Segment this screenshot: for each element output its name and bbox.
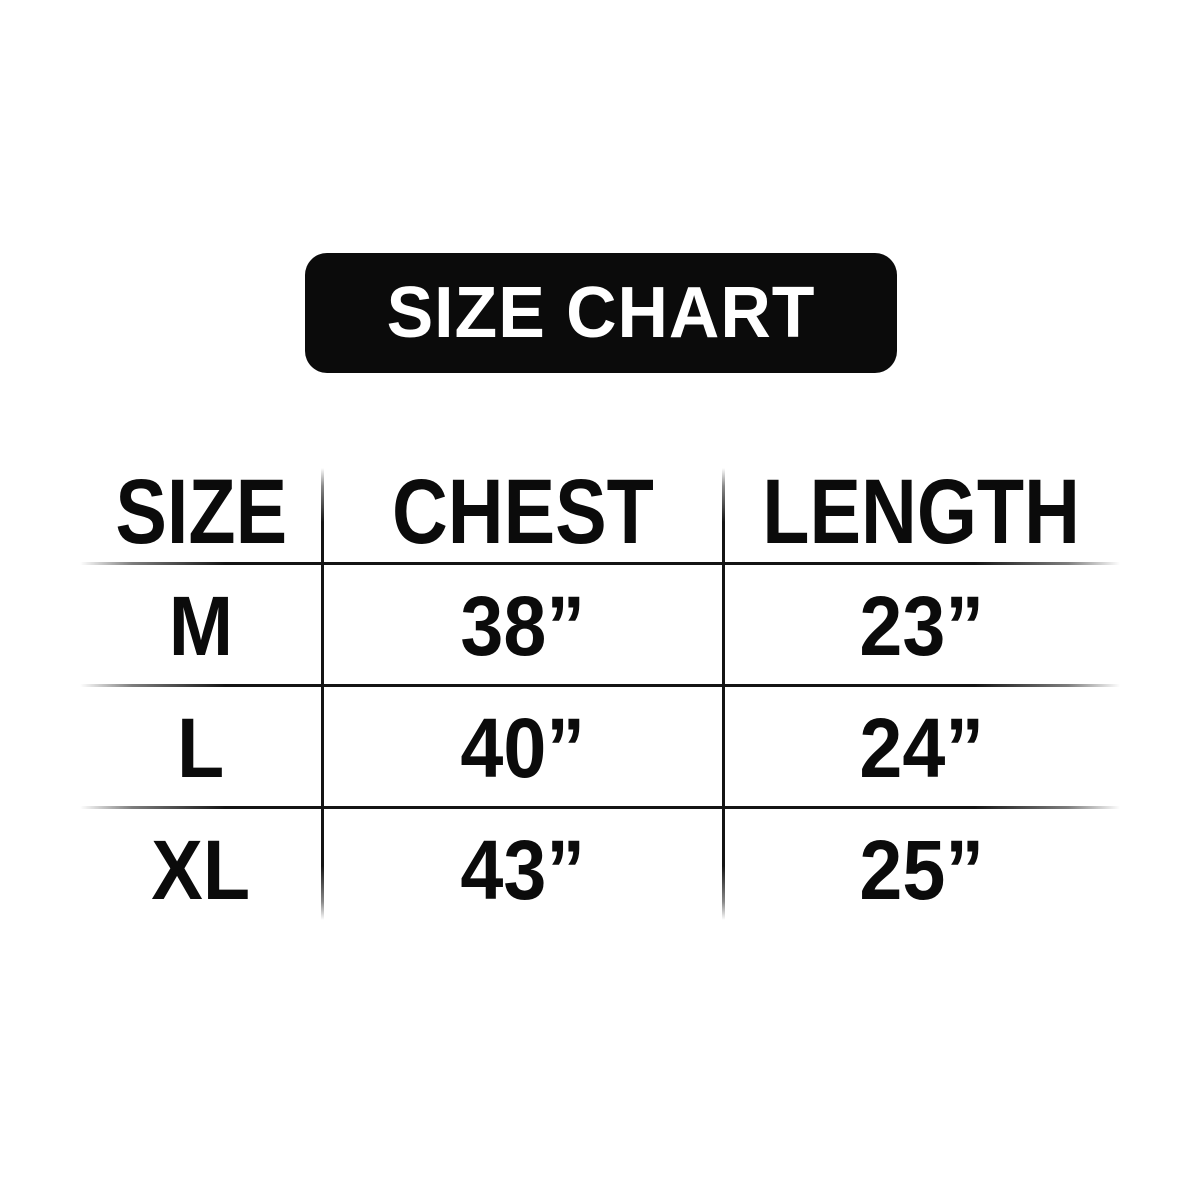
header-cell-chest: CHEST bbox=[322, 460, 723, 563]
row-m-size-cell: M bbox=[80, 563, 322, 685]
header-size-label: SIZE bbox=[115, 460, 287, 563]
size-table: SIZE CHEST LENGTH M 38” 23” L 40” bbox=[80, 460, 1120, 929]
row-xl-length-value: 25” bbox=[859, 823, 984, 917]
column-divider-line-2 bbox=[721, 468, 725, 920]
row-xl-chest-cell: 43” bbox=[322, 807, 723, 929]
row-l-length-value: 24” bbox=[859, 701, 984, 795]
row-l-size-value: L bbox=[177, 701, 225, 795]
row-l-length-cell: 24” bbox=[723, 685, 1120, 807]
row-xl-size-value: XL bbox=[151, 823, 251, 917]
row-l-size-cell: L bbox=[80, 685, 322, 807]
size-chart-title-label: SIZE CHART bbox=[386, 273, 816, 353]
row-xl-length-cell: 25” bbox=[723, 807, 1120, 929]
column-divider-line-1 bbox=[320, 468, 324, 920]
row-l-chest-cell: 40” bbox=[322, 685, 723, 807]
row-m-length-value: 23” bbox=[859, 579, 984, 673]
size-table-grid: SIZE CHEST LENGTH M 38” 23” L 40” bbox=[80, 460, 1120, 929]
row-m-length-cell: 23” bbox=[723, 563, 1120, 685]
header-chest-label: CHEST bbox=[391, 460, 654, 563]
header-cell-length: LENGTH bbox=[723, 460, 1120, 563]
row-l-chest-value: 40” bbox=[460, 701, 585, 795]
row-divider-line-1 bbox=[80, 683, 1120, 687]
row-divider-line-2 bbox=[80, 805, 1120, 809]
header-cell-size: SIZE bbox=[80, 460, 322, 563]
header-divider-line bbox=[80, 561, 1120, 565]
header-length-label: LENGTH bbox=[762, 460, 1081, 563]
row-m-chest-cell: 38” bbox=[322, 563, 723, 685]
size-chart-title-badge: SIZE CHART bbox=[305, 253, 897, 373]
row-m-chest-value: 38” bbox=[460, 579, 585, 673]
row-xl-size-cell: XL bbox=[80, 807, 322, 929]
row-xl-chest-value: 43” bbox=[460, 823, 585, 917]
row-m-size-value: M bbox=[168, 579, 234, 673]
